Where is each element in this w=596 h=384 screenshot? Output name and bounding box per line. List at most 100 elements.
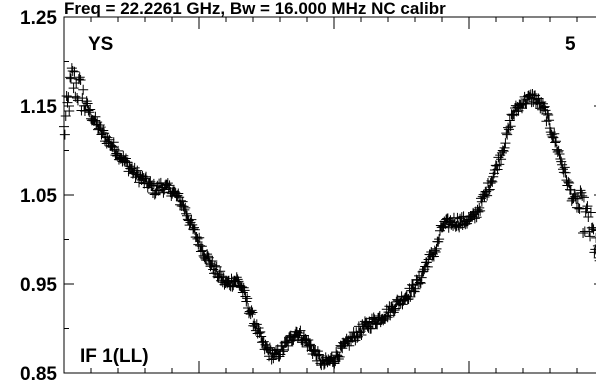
data-point-610 [591, 232, 596, 243]
data-point-473 [471, 212, 482, 223]
data-point-270 [294, 328, 305, 339]
data-point-94 [141, 171, 152, 182]
data-point-7 [65, 72, 76, 83]
data-point-357 [370, 318, 381, 329]
data-point-27 [82, 98, 93, 109]
data-point-566 [552, 146, 563, 157]
data-point-508 [502, 129, 513, 140]
data-point-430 [434, 234, 445, 245]
data-point-225 [255, 326, 266, 337]
data-point-537 [527, 89, 538, 100]
data-point-406 [413, 278, 424, 289]
data-point-280 [303, 335, 314, 346]
data-point-73 [122, 157, 133, 168]
data-point-45 [98, 125, 109, 136]
data-point-600 [582, 201, 593, 212]
data-point-485 [482, 190, 493, 201]
data-point-490 [486, 175, 497, 186]
data-point-410 [416, 272, 427, 283]
data-point-251 [277, 346, 288, 357]
data-point-206 [238, 282, 249, 293]
data-point-149 [188, 222, 199, 233]
data-point-17 [73, 74, 84, 85]
data-point-19 [75, 74, 86, 85]
data-point-397 [405, 291, 416, 302]
data-point-256 [282, 336, 293, 347]
data-point-501 [496, 154, 507, 165]
data-point-43 [96, 129, 107, 140]
data-point-462 [462, 218, 473, 229]
data-point-491 [487, 176, 498, 187]
data-point-1 [59, 129, 70, 140]
data-point-155 [194, 232, 205, 243]
annotation-top-left: YS [88, 34, 113, 55]
data-point-139 [180, 202, 191, 213]
data-point-576 [561, 175, 572, 186]
data-point-0 [59, 121, 69, 132]
data-point-138 [179, 204, 190, 215]
data-point-611 [592, 229, 596, 231]
data-point-479 [476, 196, 487, 207]
data-point-557 [544, 123, 555, 134]
data-point-596 [578, 192, 589, 203]
data-point-565 [551, 144, 562, 155]
data-point-477 [475, 205, 486, 216]
data-point-435 [438, 221, 449, 232]
data-point-575 [560, 167, 571, 178]
data-point-16 [72, 95, 83, 106]
data-point-152 [191, 232, 202, 243]
data-point-68 [118, 150, 129, 161]
data-point-482 [479, 191, 490, 202]
data-point-411 [417, 266, 428, 277]
data-point-216 [247, 307, 258, 318]
data-point-594 [577, 190, 588, 201]
data-point-603 [585, 231, 596, 242]
data-point-604 [585, 207, 596, 218]
y-tick-label-3: 1.15 [20, 97, 57, 118]
data-point-11 [68, 83, 79, 94]
data-point-309 [328, 356, 339, 367]
data-point-578 [563, 176, 574, 187]
data-point-592 [575, 185, 586, 196]
data-point-556 [544, 115, 555, 126]
data-point-494 [489, 165, 500, 176]
data-point-257 [283, 340, 294, 351]
data-point-471 [469, 213, 480, 224]
data-point-559 [546, 129, 557, 140]
y-tick-label-4: 1.25 [20, 8, 57, 29]
y-tick-labels: 0.85 0.95 1.05 1.15 1.25 [20, 8, 57, 384]
data-point-349 [363, 322, 374, 333]
data-point-554 [542, 108, 553, 119]
data-point-156 [195, 240, 206, 251]
data-point-378 [388, 307, 399, 318]
data-point-505 [499, 142, 510, 153]
data-point-499 [494, 159, 505, 170]
data-point-223 [253, 323, 264, 334]
data-point-519 [511, 106, 522, 117]
data-point-50 [102, 132, 113, 143]
data-point-424 [428, 251, 439, 262]
data-point-553 [541, 116, 552, 127]
data-point-145 [185, 217, 196, 228]
data-point-41 [94, 120, 105, 131]
data-point-153 [192, 233, 203, 244]
data-point-341 [356, 330, 367, 341]
data-point-403 [410, 283, 421, 294]
data-point-191 [225, 281, 236, 292]
data-point-584 [568, 193, 579, 204]
data-point-509 [503, 122, 514, 133]
data-point-148 [188, 224, 199, 235]
data-point-612 [592, 245, 596, 247]
data-point-22 [78, 84, 89, 95]
data-point-2 [60, 111, 71, 122]
data-point-199 [232, 274, 243, 285]
data-points [59, 63, 596, 371]
data-point-173 [209, 260, 220, 271]
data-point-368 [380, 313, 391, 324]
data-point-595 [578, 228, 589, 239]
data-point-193 [227, 281, 238, 292]
data-point-208 [240, 291, 251, 302]
data-point-218 [249, 318, 260, 329]
data-point-75 [124, 161, 135, 172]
